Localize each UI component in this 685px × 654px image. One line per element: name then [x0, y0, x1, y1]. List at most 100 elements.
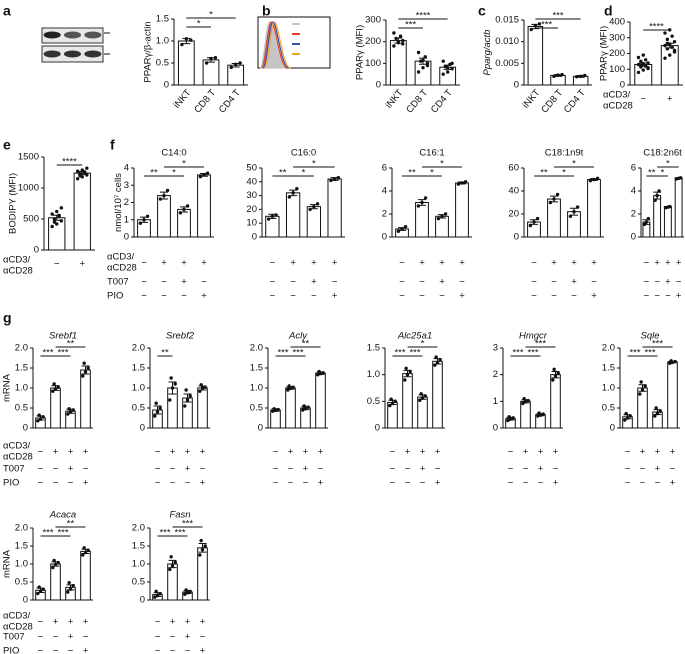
x-tick-label: +	[667, 94, 673, 105]
condition-sign: +	[459, 258, 465, 269]
data-point	[668, 204, 672, 209]
chart-title: C16:0	[291, 148, 316, 159]
data-point	[523, 400, 528, 404]
significance-label: ***	[174, 528, 185, 539]
x-axis-label: αCD3/	[603, 90, 630, 101]
y-tick-label: 0	[252, 232, 257, 243]
data-point	[528, 223, 533, 228]
bar	[415, 202, 429, 238]
condition-sign: −	[571, 291, 577, 302]
y-tick-label: 1.0	[15, 559, 28, 570]
data-point	[86, 366, 90, 370]
data-point	[336, 175, 341, 180]
significance-label: ***	[42, 528, 53, 539]
data-point	[52, 558, 56, 563]
data-point	[205, 171, 210, 175]
y-tick-label: 1.5	[602, 363, 615, 374]
condition-sign: −	[318, 464, 324, 475]
significance-label: *	[430, 168, 434, 179]
data-point	[295, 187, 299, 191]
condition-sign: +	[665, 258, 671, 269]
bar	[667, 361, 678, 429]
y-tick-label: 0	[376, 80, 381, 91]
condition-sign: −	[311, 291, 317, 302]
condition-sign: −	[654, 291, 660, 302]
y-tick-label: 2	[631, 209, 636, 220]
significance-label: *	[666, 159, 670, 170]
condition-sign: −	[531, 277, 537, 288]
flow-frame	[257, 16, 331, 69]
condition-sign: +	[185, 632, 191, 643]
data-point	[86, 548, 90, 553]
y-tick-label: 0	[514, 232, 519, 243]
condition-sign: −	[53, 646, 59, 654]
chart-title: C16:1	[419, 148, 444, 159]
blot-band	[63, 31, 82, 39]
condition-sign: −	[161, 291, 167, 302]
data-point	[189, 38, 193, 42]
condition-label: T007	[3, 632, 25, 643]
condition-sign: +	[439, 258, 445, 269]
data-point	[644, 220, 649, 224]
data-point	[404, 366, 408, 370]
data-point	[420, 200, 424, 205]
y-tick-label: 3	[493, 343, 498, 354]
data-point	[435, 361, 440, 365]
data-point	[71, 408, 75, 412]
y-tick-label: 1.5	[132, 363, 145, 374]
panel-letter: c	[478, 3, 486, 19]
data-point	[51, 389, 55, 393]
condition-sign: −	[419, 277, 425, 288]
data-point	[155, 410, 160, 414]
data-point	[209, 56, 213, 61]
chart-title: Srebf1	[49, 331, 77, 342]
data-point	[665, 47, 670, 51]
bar	[587, 179, 601, 238]
y-tick-label: 0.5	[132, 403, 145, 414]
data-point	[52, 220, 57, 224]
significance-label: ***	[394, 348, 405, 359]
data-point	[183, 592, 187, 596]
data-point	[291, 191, 295, 195]
condition-sign: −	[53, 464, 59, 475]
significance-label: *	[209, 10, 213, 21]
data-point	[425, 63, 430, 68]
data-point	[287, 384, 291, 388]
data-point	[154, 401, 158, 405]
condition-sign: +	[318, 478, 324, 489]
data-point	[394, 36, 398, 41]
data-point	[302, 404, 306, 408]
data-point	[291, 385, 295, 389]
condition-sign: −	[273, 478, 279, 489]
data-point	[71, 583, 75, 588]
data-point	[200, 386, 205, 390]
y-tick-label: 0.5	[15, 403, 28, 414]
panel-letter: e	[3, 137, 11, 153]
condition-sign: +	[311, 277, 317, 288]
condition-sign: +	[68, 632, 74, 643]
data-point	[423, 394, 427, 398]
y-tick-label: 1.5	[15, 541, 28, 552]
data-point	[173, 382, 177, 386]
data-point	[184, 37, 189, 41]
panel-letter: a	[3, 3, 11, 19]
condition-sign: −	[420, 478, 426, 489]
bar	[285, 192, 301, 238]
data-point	[50, 224, 54, 229]
y-tick-label: 1000	[18, 183, 39, 194]
data-point	[663, 43, 667, 48]
data-point	[643, 384, 647, 388]
data-point	[154, 589, 158, 594]
y-tick-label: 20	[508, 209, 519, 220]
data-point	[233, 62, 238, 67]
condition-sign: −	[332, 277, 338, 288]
condition-sign: −	[201, 277, 207, 288]
condition-sign: +	[332, 258, 338, 269]
bar	[197, 387, 208, 429]
y-tick-label: 0	[610, 423, 615, 434]
condition-sign: +	[181, 258, 187, 269]
data-point	[145, 214, 150, 218]
y-tick-label: 0	[164, 80, 169, 91]
condition-sign: −	[38, 478, 44, 489]
data-point	[274, 213, 278, 217]
